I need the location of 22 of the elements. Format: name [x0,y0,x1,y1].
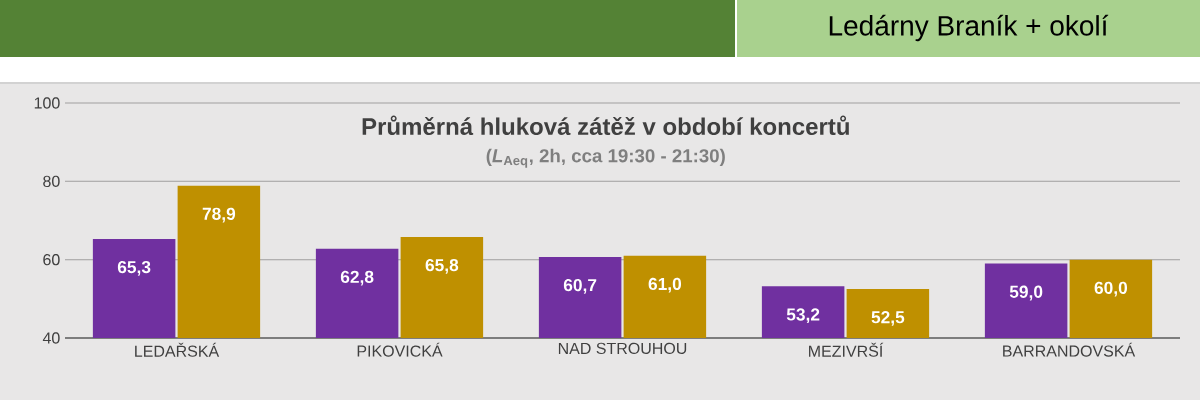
text: Ledárny Braník + okolí [829,14,1109,42]
y-tick-label: 100 [34,97,60,109]
data-label: 60,7 [563,278,597,294]
data-label: 59,0 [1009,285,1043,301]
data-label: 52,5 [871,311,905,326]
x-tick-label: PIKOVICKÁ [357,342,443,357]
data-label: 78,9 [202,207,236,223]
data-label: 65,3 [117,260,151,276]
data-label: 60,0 [1094,281,1128,297]
y-tick-label: 40 [42,332,60,344]
x-tick-label: MEZIVRŠÍ [809,342,884,357]
y-tick-label: 60 [43,254,60,266]
x-tick-label: LEDAŘSKÁ [135,342,220,357]
text: (L$_{Aeq}$, 2h, cca 19:30 - 21:30) [486,148,725,168]
data-label: 62,8 [340,270,374,286]
y-tick-label: 80 [43,175,60,187]
data-label: 61,0 [648,277,682,293]
data-label: 65,8 [425,258,459,274]
data-label: 53,2 [786,308,820,324]
x-tick-label: BARRANDOVSKÁ [1003,342,1136,357]
chart-title: Průměrná hluková zátěž v období koncertů [362,115,849,136]
x-tick-label: NAD STROUHOU [558,342,687,355]
